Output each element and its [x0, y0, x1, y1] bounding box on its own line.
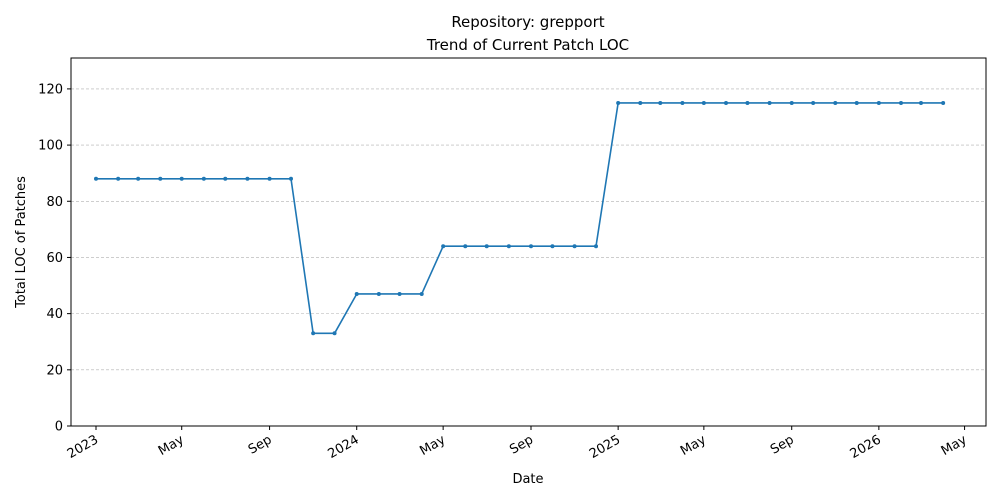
x-tick-label: May	[156, 432, 187, 459]
data-point	[311, 331, 316, 336]
data-point	[289, 176, 293, 181]
series-line	[96, 102, 944, 335]
data-point	[767, 100, 772, 105]
data-point	[941, 100, 946, 105]
data-point	[789, 100, 794, 105]
data-point	[658, 100, 663, 105]
y-tick-label: 120	[38, 82, 63, 97]
data-point	[376, 291, 381, 296]
grid-lines	[71, 88, 986, 371]
data-point	[463, 244, 468, 249]
chart-title-line2: Trend of Current Patch LOC	[426, 36, 629, 54]
data-point	[267, 176, 272, 181]
y-tick-label: 60	[46, 251, 63, 266]
data-point	[899, 100, 903, 105]
data-point	[397, 291, 402, 296]
data-point	[876, 100, 881, 105]
data-point	[179, 176, 184, 181]
data-point	[201, 176, 206, 181]
data-point	[616, 100, 621, 105]
y-axis-label: Total LOC of Patches	[14, 176, 29, 309]
data-point	[724, 100, 728, 105]
data-point	[854, 100, 859, 105]
y-tick-label: 20	[46, 363, 63, 378]
chart-title-line1: Repository: grepport	[451, 13, 604, 31]
y-tick-label: 100	[38, 139, 63, 154]
data-point	[529, 244, 533, 249]
y-tick-label: 0	[55, 420, 63, 435]
x-axis-label: Date	[512, 472, 543, 487]
data-point	[680, 100, 685, 105]
y-tick-label: 40	[46, 307, 63, 322]
x-tick-label: 2026	[848, 432, 884, 462]
data-point	[354, 291, 359, 296]
data-point	[919, 100, 923, 105]
y-axis: 0 20 40 60 80 100 120	[38, 82, 71, 435]
x-tick-label: 2023	[65, 432, 101, 462]
data-point	[116, 176, 121, 181]
data-point	[223, 176, 228, 181]
data-point	[441, 244, 446, 249]
data-point	[245, 176, 250, 181]
data-point	[701, 100, 706, 105]
y-tick-label: 80	[46, 195, 63, 210]
data-point	[745, 100, 750, 105]
plot-frame	[70, 57, 987, 427]
data-point	[572, 244, 577, 249]
series-group	[94, 100, 946, 336]
x-tick-label: Sep	[768, 432, 797, 457]
data-point	[811, 100, 816, 105]
x-tick-label: 2024	[326, 432, 362, 462]
data-point	[158, 176, 163, 181]
x-tick-label: Sep	[246, 432, 275, 457]
data-point	[94, 176, 98, 181]
data-point	[419, 291, 424, 296]
x-tick-label: May	[939, 432, 970, 459]
data-point	[484, 244, 489, 249]
x-tick-label: 2025	[587, 432, 623, 462]
data-point	[594, 244, 598, 249]
data-point	[638, 100, 643, 105]
x-axis: 2023 May Sep 2024 May Sep 2025 May Sep 2026 May	[65, 426, 970, 462]
x-tick-label: May	[678, 432, 709, 459]
data-point	[136, 176, 141, 181]
data-point	[332, 331, 337, 336]
x-tick-label: May	[417, 432, 448, 459]
x-tick-label: Sep	[507, 432, 536, 457]
data-point	[550, 244, 555, 249]
data-point	[506, 244, 511, 249]
data-point	[833, 100, 838, 105]
